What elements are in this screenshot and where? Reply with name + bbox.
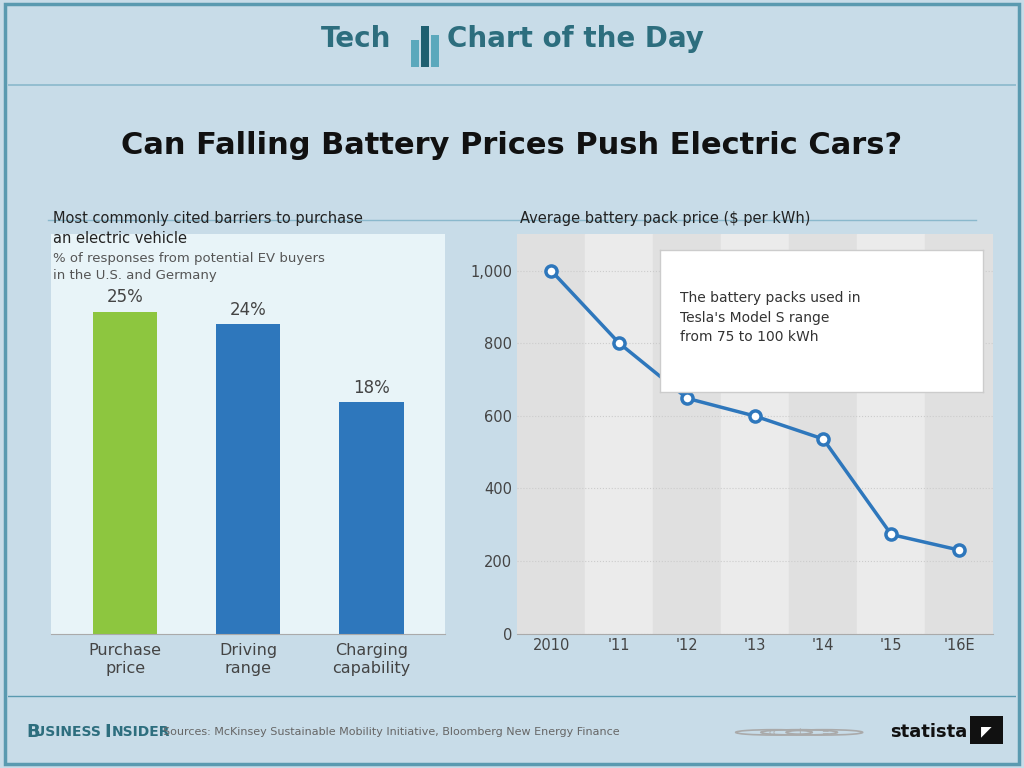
- FancyBboxPatch shape: [421, 26, 429, 68]
- Text: 24%: 24%: [230, 301, 266, 319]
- Bar: [585, 234, 653, 634]
- FancyBboxPatch shape: [412, 40, 419, 68]
- Bar: [790, 234, 857, 634]
- Text: The battery packs used in
Tesla's Model S range
from 75 to 100 kWh: The battery packs used in Tesla's Model …: [680, 291, 860, 344]
- Bar: [857, 234, 926, 634]
- FancyBboxPatch shape: [971, 716, 1002, 744]
- Text: B: B: [27, 723, 40, 741]
- FancyBboxPatch shape: [431, 35, 439, 68]
- Bar: [653, 234, 721, 634]
- Text: Chart of the Day: Chart of the Day: [446, 25, 703, 53]
- Bar: [216, 324, 281, 634]
- Bar: [721, 234, 790, 634]
- Text: Most commonly cited barriers to purchase
an electric vehicle: Most commonly cited barriers to purchase…: [53, 211, 364, 246]
- Text: % of responses from potential EV buyers
in the U.S. and Germany: % of responses from potential EV buyers …: [53, 252, 326, 282]
- Text: 25%: 25%: [106, 288, 143, 306]
- Text: Tech: Tech: [321, 25, 391, 53]
- Text: Can Falling Battery Prices Push Electric Cars?: Can Falling Battery Prices Push Electric…: [122, 131, 902, 161]
- Text: USINESS: USINESS: [35, 725, 106, 740]
- Text: NSIDER: NSIDER: [112, 725, 170, 740]
- Text: ◤: ◤: [981, 724, 992, 738]
- Text: i: i: [798, 728, 801, 737]
- Text: =: =: [820, 728, 828, 737]
- Text: statista: statista: [890, 723, 967, 741]
- Text: Sources: McKinsey Sustainable Mobility Initiative, Bloomberg New Energy Finance: Sources: McKinsey Sustainable Mobility I…: [163, 727, 620, 737]
- Text: I: I: [103, 723, 111, 741]
- Bar: [93, 312, 157, 634]
- Text: cc: cc: [769, 728, 779, 737]
- Bar: [340, 402, 403, 634]
- Text: 18%: 18%: [353, 379, 390, 396]
- Bar: [926, 234, 993, 634]
- Text: Average battery pack price ($ per kWh): Average battery pack price ($ per kWh): [520, 211, 811, 227]
- Bar: [517, 234, 585, 634]
